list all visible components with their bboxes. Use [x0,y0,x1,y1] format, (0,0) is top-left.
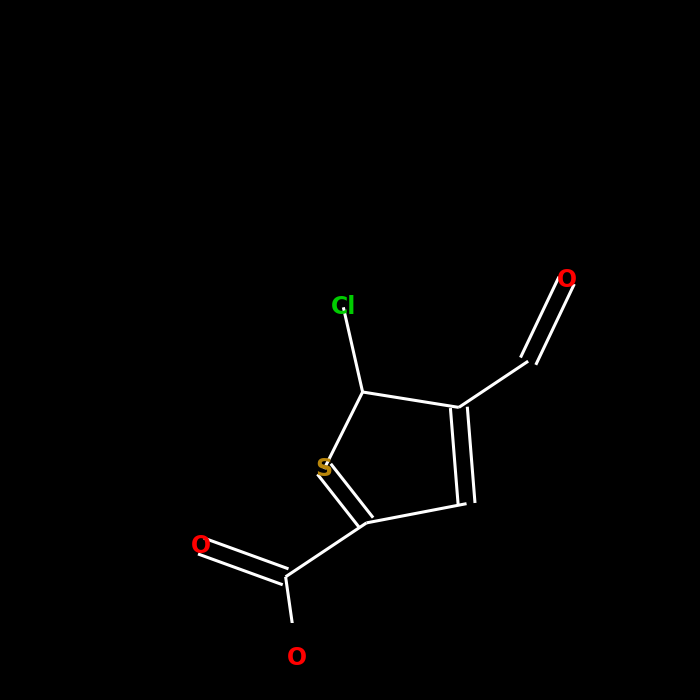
Text: O: O [287,645,307,670]
Text: Cl: Cl [330,295,356,319]
Text: S: S [316,457,332,481]
Text: O: O [191,534,211,558]
Text: O: O [556,268,577,293]
